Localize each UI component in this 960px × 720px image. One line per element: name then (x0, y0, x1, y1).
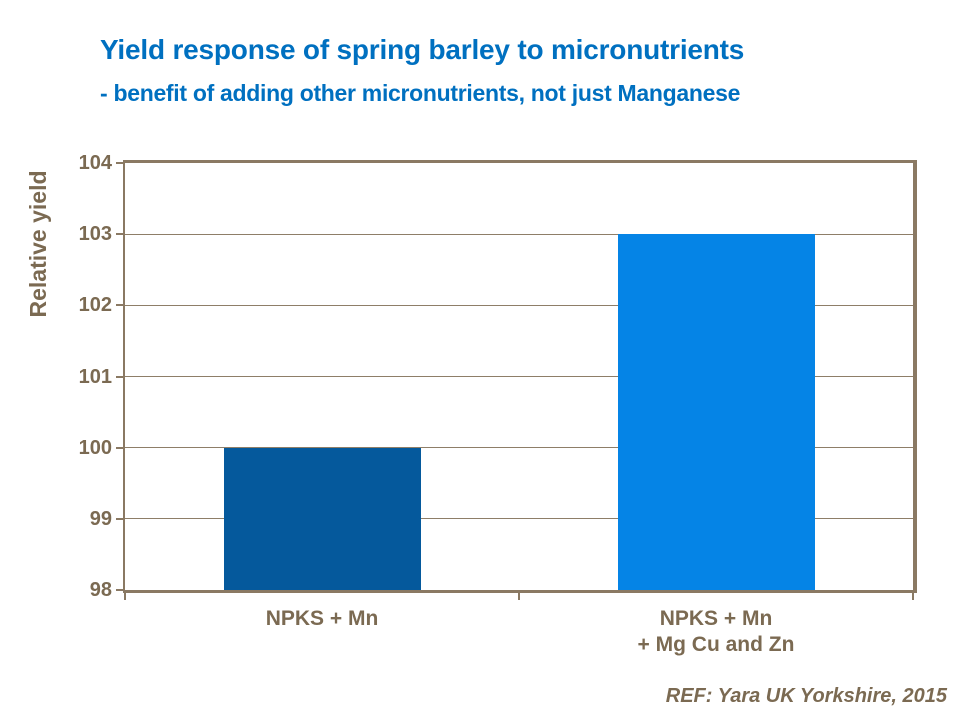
x-tick-mark (518, 592, 520, 600)
x-category-label-line: NPKS + Mn (265, 607, 379, 630)
x-category-label: NPKS + Mn (125, 606, 519, 632)
page-title: Yield response of spring barley to micro… (100, 34, 745, 65)
gridline (125, 233, 913, 235)
bar-2 (617, 234, 815, 590)
y-tick-mark (116, 589, 125, 591)
x-category-label: NPKS + Mn + Mg Cu and Zn (519, 606, 913, 658)
x-tick-mark (124, 592, 126, 600)
x-category-label-line: + Mg Cu and Zn (637, 633, 795, 656)
y-tick-label: 101 (78, 365, 112, 388)
y-axis-title: Relative yield (25, 170, 51, 318)
y-tick-mark (116, 233, 125, 236)
y-tick-label: 102 (78, 294, 112, 317)
y-tick-mark (116, 517, 125, 520)
page-subtitle: - benefit of adding other micronutrients… (100, 80, 741, 106)
plot-area (123, 160, 917, 593)
y-tick-mark (116, 375, 125, 378)
y-tick-label: 99 (89, 507, 112, 530)
gridline (125, 376, 913, 377)
x-category-label-line: NPKS + Mn (659, 607, 773, 630)
reference-text: REF: Yara UK Yorkshire, 2015 (665, 685, 947, 707)
gridline (125, 447, 913, 449)
y-tick-mark (116, 446, 125, 449)
y-tick-label: 98 (89, 579, 112, 601)
y-tick-mark (116, 162, 125, 164)
gridline (125, 304, 913, 306)
x-tick-mark (912, 592, 914, 600)
y-tick-mark (116, 304, 125, 307)
gridline (125, 518, 913, 520)
y-tick-label: 104 (78, 152, 112, 174)
y-tick-label: 100 (78, 436, 112, 459)
bar-1 (223, 447, 421, 590)
y-tick-label: 103 (78, 223, 112, 246)
